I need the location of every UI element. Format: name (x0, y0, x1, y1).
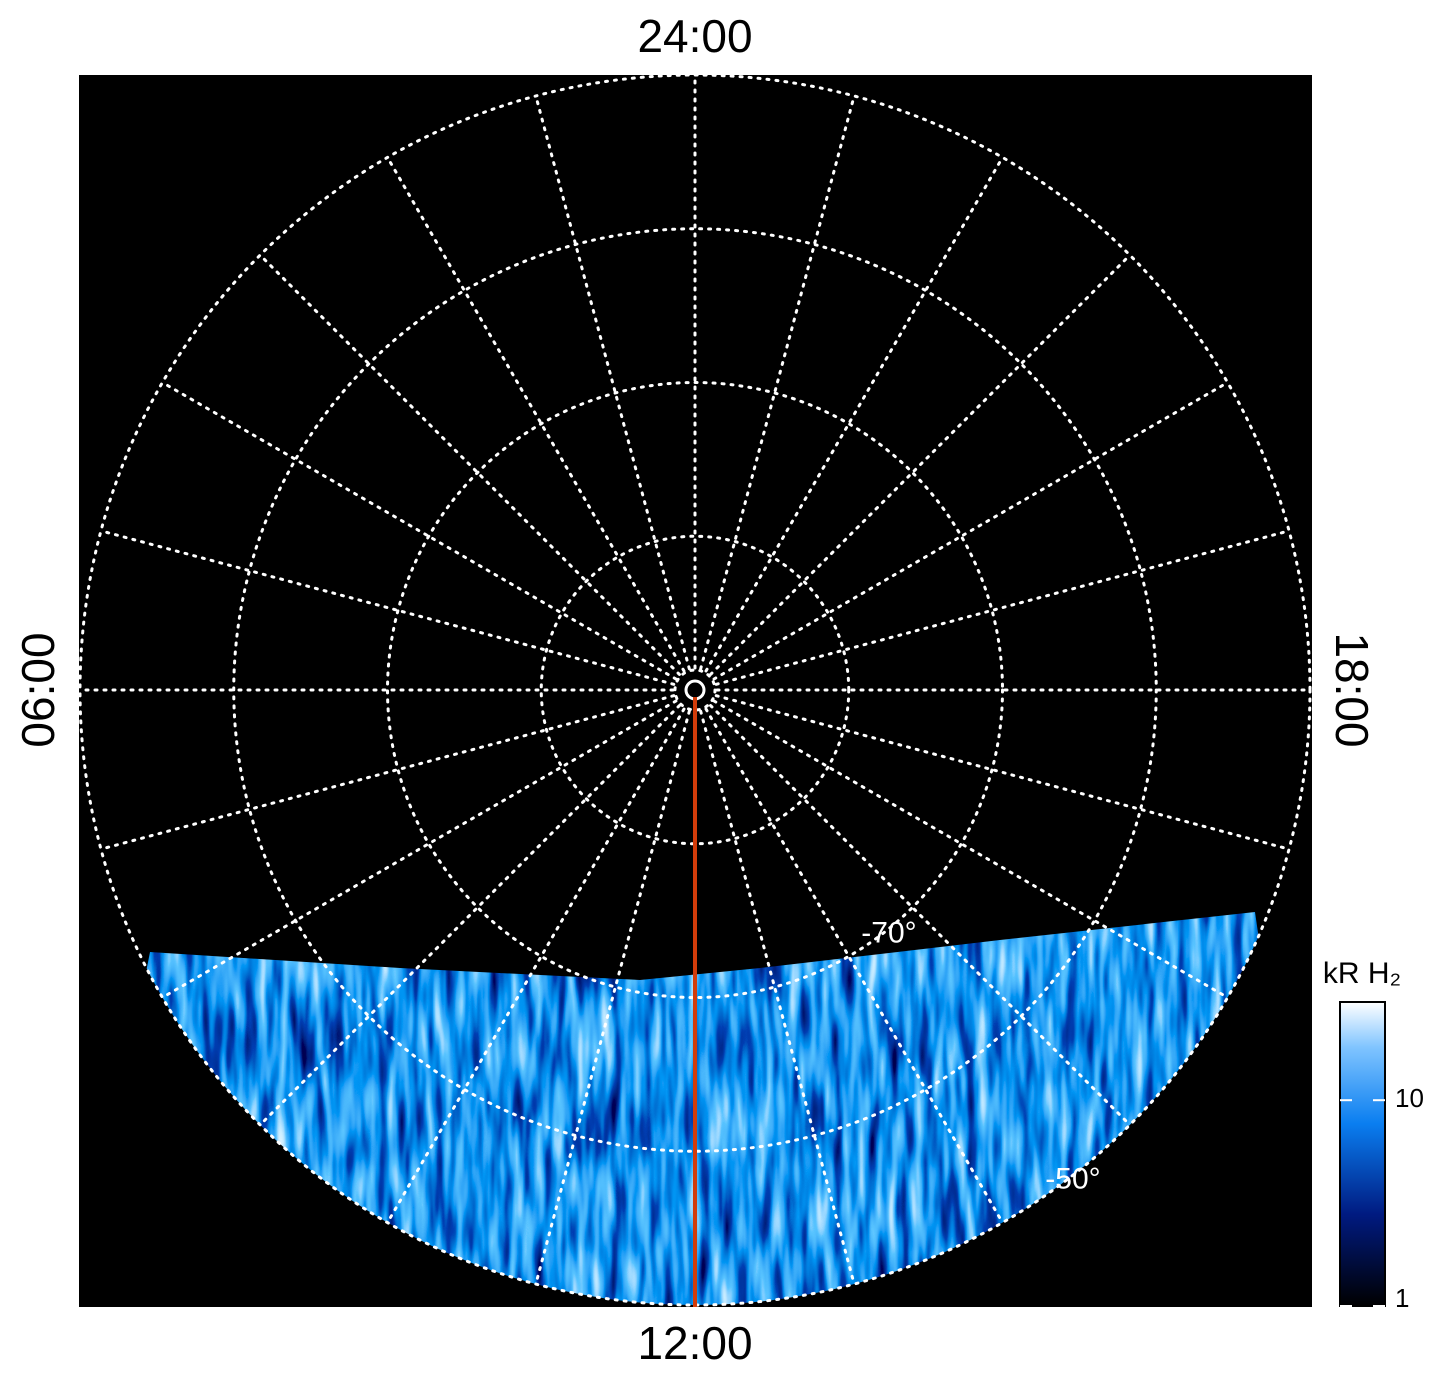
latitude-circle (539, 534, 851, 846)
hour-line (699, 709, 856, 1286)
hour-label: 18:00 (1326, 632, 1378, 747)
labels: -70° -50° 24:00 06:00 12:00 18:00 (12, 10, 1378, 1369)
colorbar (1339, 1001, 1386, 1307)
colorbar-tick-label: 1 (1395, 1283, 1409, 1313)
hour-line (709, 253, 1132, 676)
hour-line (704, 155, 1004, 673)
hour-line (712, 381, 1230, 681)
hour-line (704, 707, 1004, 1225)
latitude-circle (232, 227, 1158, 1153)
latitude-label: -50° (1045, 1163, 1100, 1196)
latitude-label: -70° (861, 916, 916, 949)
hour-line (386, 155, 686, 673)
hour-line (714, 694, 1291, 851)
hour-line (534, 709, 691, 1286)
hour-line (160, 381, 678, 681)
hour-line (709, 704, 1132, 1127)
hour-line (712, 699, 1230, 999)
colorbar-label: kR H₂ (1323, 957, 1401, 990)
hour-line (714, 529, 1291, 686)
hour-label: 12:00 (637, 1317, 752, 1369)
hour-line (258, 704, 681, 1127)
hour-label: 06:00 (12, 632, 64, 747)
hour-label: 24:00 (637, 10, 752, 62)
hour-line (534, 94, 691, 671)
hour-line (99, 529, 676, 686)
latitude-circle (386, 381, 1004, 999)
hour-line (160, 699, 678, 999)
hour-line (386, 707, 686, 1225)
hour-line (99, 694, 676, 851)
pole-ring (673, 668, 717, 712)
polar-grid (78, 73, 1312, 1307)
hour-line (699, 94, 856, 671)
hour-line (258, 253, 681, 676)
colorbar-tick-label: 10 (1395, 1083, 1424, 1113)
